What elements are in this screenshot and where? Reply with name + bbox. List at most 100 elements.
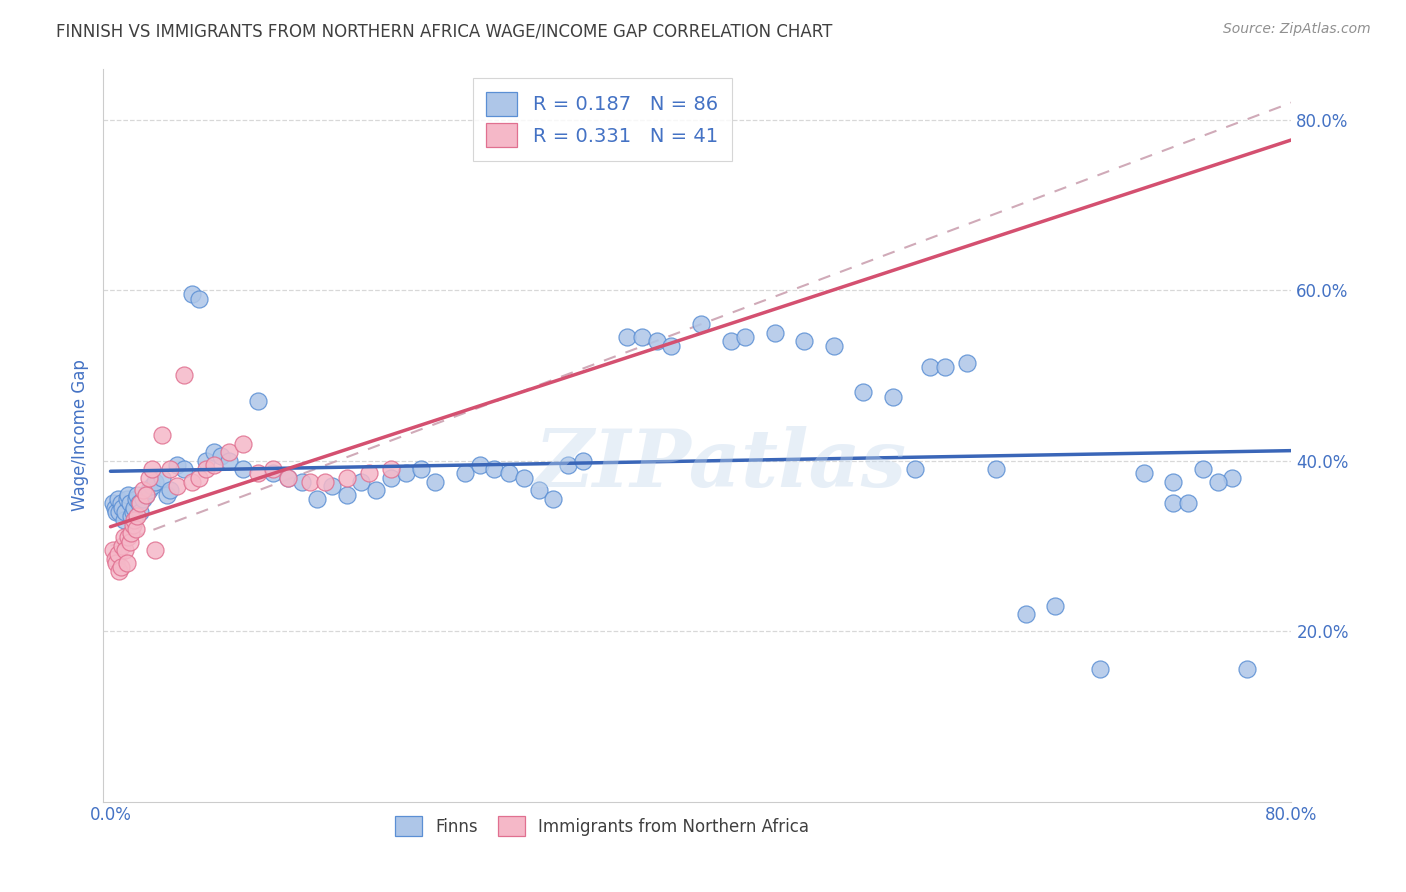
- Text: Source: ZipAtlas.com: Source: ZipAtlas.com: [1223, 22, 1371, 37]
- Point: [195, 462, 218, 476]
- Point: [918, 359, 941, 374]
- Point: [117, 530, 139, 544]
- Point: [336, 471, 359, 485]
- Text: ZIPatlas: ZIPatlas: [536, 425, 907, 503]
- Point: [232, 462, 254, 476]
- Point: [124, 491, 146, 506]
- Point: [1177, 496, 1199, 510]
- Point: [823, 338, 845, 352]
- Point: [763, 326, 786, 340]
- Point: [513, 471, 536, 485]
- Point: [262, 462, 284, 476]
- Point: [247, 393, 270, 408]
- Point: [110, 560, 132, 574]
- Point: [291, 475, 314, 489]
- Point: [202, 458, 225, 472]
- Point: [159, 483, 181, 498]
- Point: [616, 330, 638, 344]
- Point: [111, 500, 134, 515]
- Point: [1236, 663, 1258, 677]
- Point: [173, 462, 195, 476]
- Point: [103, 543, 125, 558]
- Point: [882, 390, 904, 404]
- Point: [321, 479, 343, 493]
- Point: [107, 491, 129, 506]
- Point: [180, 475, 202, 489]
- Point: [138, 471, 160, 485]
- Point: [166, 458, 188, 472]
- Point: [125, 509, 148, 524]
- Point: [112, 513, 135, 527]
- Point: [484, 462, 506, 476]
- Point: [209, 450, 232, 464]
- Point: [218, 445, 240, 459]
- Point: [150, 471, 173, 485]
- Point: [112, 530, 135, 544]
- Point: [247, 467, 270, 481]
- Point: [468, 458, 491, 472]
- Point: [122, 513, 145, 527]
- Point: [298, 475, 321, 489]
- Point: [904, 462, 927, 476]
- Point: [1163, 475, 1185, 489]
- Point: [128, 496, 150, 510]
- Point: [661, 338, 683, 352]
- Point: [111, 539, 134, 553]
- Point: [195, 453, 218, 467]
- Point: [734, 330, 756, 344]
- Point: [307, 491, 329, 506]
- Point: [108, 565, 131, 579]
- Point: [105, 556, 128, 570]
- Point: [934, 359, 956, 374]
- Point: [1015, 607, 1038, 621]
- Point: [110, 496, 132, 510]
- Point: [366, 483, 388, 498]
- Point: [543, 491, 565, 506]
- Point: [129, 505, 152, 519]
- Point: [1206, 475, 1229, 489]
- Legend: Finns, Immigrants from Northern Africa: Finns, Immigrants from Northern Africa: [387, 807, 817, 845]
- Point: [143, 543, 166, 558]
- Point: [103, 496, 125, 510]
- Point: [188, 292, 211, 306]
- Point: [218, 453, 240, 467]
- Point: [395, 467, 418, 481]
- Point: [114, 505, 136, 519]
- Point: [232, 436, 254, 450]
- Point: [180, 287, 202, 301]
- Point: [118, 496, 141, 510]
- Point: [141, 479, 163, 493]
- Point: [380, 462, 402, 476]
- Point: [277, 471, 299, 485]
- Point: [645, 334, 668, 349]
- Point: [1133, 467, 1156, 481]
- Point: [173, 368, 195, 383]
- Point: [150, 428, 173, 442]
- Point: [1088, 663, 1111, 677]
- Point: [118, 534, 141, 549]
- Point: [166, 479, 188, 493]
- Point: [124, 522, 146, 536]
- Point: [120, 526, 142, 541]
- Point: [1222, 471, 1244, 485]
- Point: [336, 488, 359, 502]
- Point: [720, 334, 742, 349]
- Point: [425, 475, 447, 489]
- Point: [262, 467, 284, 481]
- Point: [107, 548, 129, 562]
- Point: [956, 355, 979, 369]
- Point: [135, 488, 157, 502]
- Point: [114, 543, 136, 558]
- Point: [314, 475, 336, 489]
- Point: [690, 317, 713, 331]
- Point: [852, 385, 875, 400]
- Point: [104, 500, 127, 515]
- Point: [121, 517, 143, 532]
- Point: [202, 445, 225, 459]
- Point: [1192, 462, 1215, 476]
- Point: [454, 467, 477, 481]
- Point: [115, 556, 138, 570]
- Point: [121, 505, 143, 519]
- Point: [115, 491, 138, 506]
- Point: [104, 551, 127, 566]
